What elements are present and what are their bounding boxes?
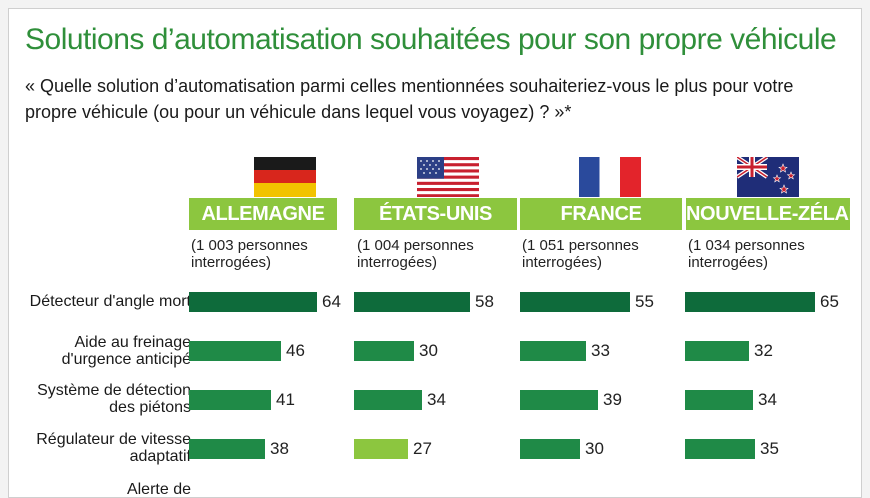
bar-value-label: 65 xyxy=(820,292,839,311)
chart-panel: Solutions d’automatisation souhaitées po… xyxy=(8,8,862,498)
bar xyxy=(520,390,598,410)
bar xyxy=(685,390,753,410)
bar-value-label: 34 xyxy=(427,390,446,409)
bar xyxy=(354,341,414,361)
bar-value-label: 38 xyxy=(270,439,289,458)
category-label: Détecteur d'angle mort xyxy=(29,293,191,310)
respondents-etats-unis: (1 004 personnes interrogées) xyxy=(357,237,474,271)
bar-value-label: 30 xyxy=(419,341,438,360)
respondents-france: (1 051 personnes interrogées) xyxy=(522,237,639,271)
new-zealand-flag-icon xyxy=(737,157,799,197)
bar xyxy=(354,390,422,410)
bar xyxy=(189,439,265,459)
bar-value-label: 27 xyxy=(413,439,432,458)
category-label: Système de détection des piétons xyxy=(37,382,191,416)
category-label: Régulateur de vitesse adaptatif xyxy=(36,431,191,465)
usa-flag-icon xyxy=(417,157,479,197)
bar-value-label: 30 xyxy=(585,439,604,458)
bar xyxy=(189,390,271,410)
bar xyxy=(520,292,630,312)
respondents-allemagne: (1 003 personnes interrogées) xyxy=(191,237,308,271)
category-label: Aide au freinage d'urgence anticipé xyxy=(61,334,191,368)
chart-title: Solutions d’automatisation souhaitées po… xyxy=(25,23,837,56)
germany-flag-icon xyxy=(254,157,316,197)
country-header-nouvelle-zelande: NOUVELLE-ZÉLANDE xyxy=(686,198,850,230)
bar-value-label: 39 xyxy=(603,390,622,409)
country-header-france: FRANCE xyxy=(520,198,682,230)
bar-value-label: 64 xyxy=(322,292,341,311)
france-flag-icon xyxy=(579,157,641,197)
bar-value-label: 32 xyxy=(754,341,773,360)
survey-question: « Quelle solution d’automatisation parmi… xyxy=(25,76,794,122)
bar xyxy=(354,439,408,459)
bar xyxy=(354,292,470,312)
bar-value-label: 41 xyxy=(276,390,295,409)
bar xyxy=(189,292,317,312)
bar-value-label: 58 xyxy=(475,292,494,311)
bar-value-label: 55 xyxy=(635,292,654,311)
country-header-etats-unis: ÉTATS-UNIS xyxy=(354,198,517,230)
bar xyxy=(520,341,586,361)
country-header-allemagne: ALLEMAGNE xyxy=(189,198,337,230)
bar-value-label: 46 xyxy=(286,341,305,360)
bar xyxy=(189,341,281,361)
bar xyxy=(685,341,749,361)
bar xyxy=(685,292,815,312)
bar-value-label: 34 xyxy=(758,390,777,409)
bar xyxy=(520,439,580,459)
bar-value-label: 35 xyxy=(760,439,779,458)
respondents-nouvelle-zelande: (1 034 personnes interrogées) xyxy=(688,237,805,271)
bar-value-label: 33 xyxy=(591,341,610,360)
bar xyxy=(685,439,755,459)
